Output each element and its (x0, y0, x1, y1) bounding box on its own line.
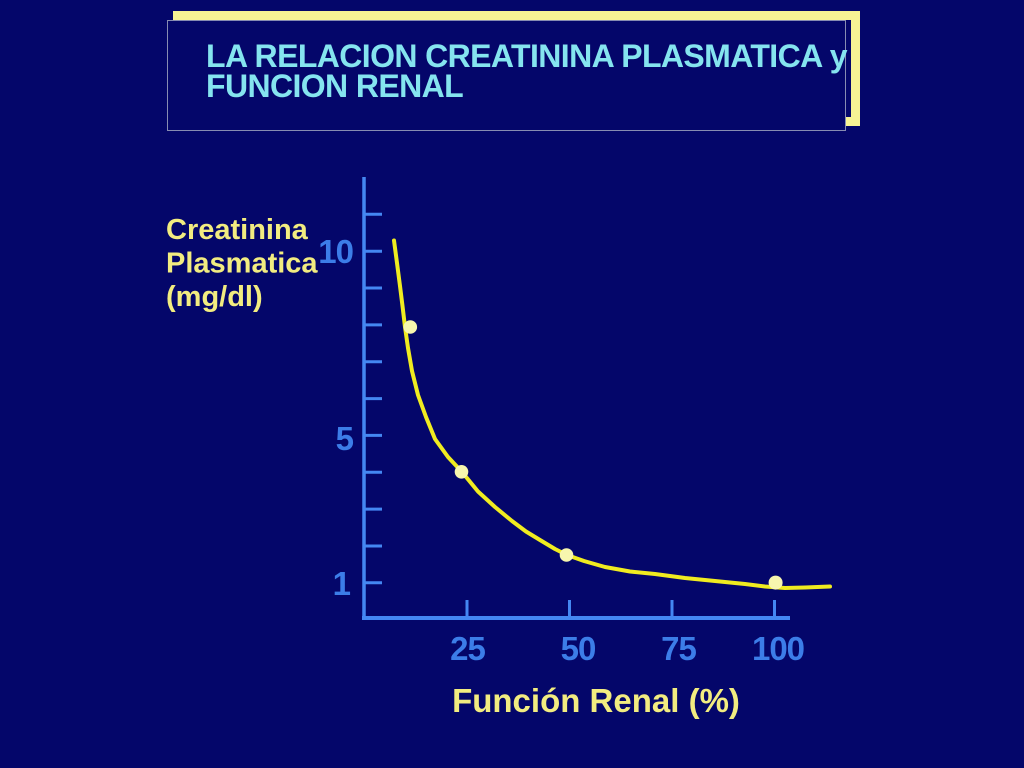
svg-text:100: 100 (752, 630, 804, 667)
svg-text:Función Renal (%): Función Renal (%) (452, 682, 740, 719)
svg-text:10: 10 (318, 233, 353, 270)
svg-text:5: 5 (336, 420, 354, 457)
svg-text:Plasmatica: Plasmatica (166, 248, 318, 280)
svg-text:1: 1 (333, 565, 351, 602)
svg-text:75: 75 (661, 630, 696, 667)
svg-text:50: 50 (561, 630, 596, 667)
svg-text:Creatinina: Creatinina (166, 214, 309, 246)
svg-text:25: 25 (450, 630, 485, 667)
svg-text:(mg/dl): (mg/dl) (166, 281, 263, 313)
